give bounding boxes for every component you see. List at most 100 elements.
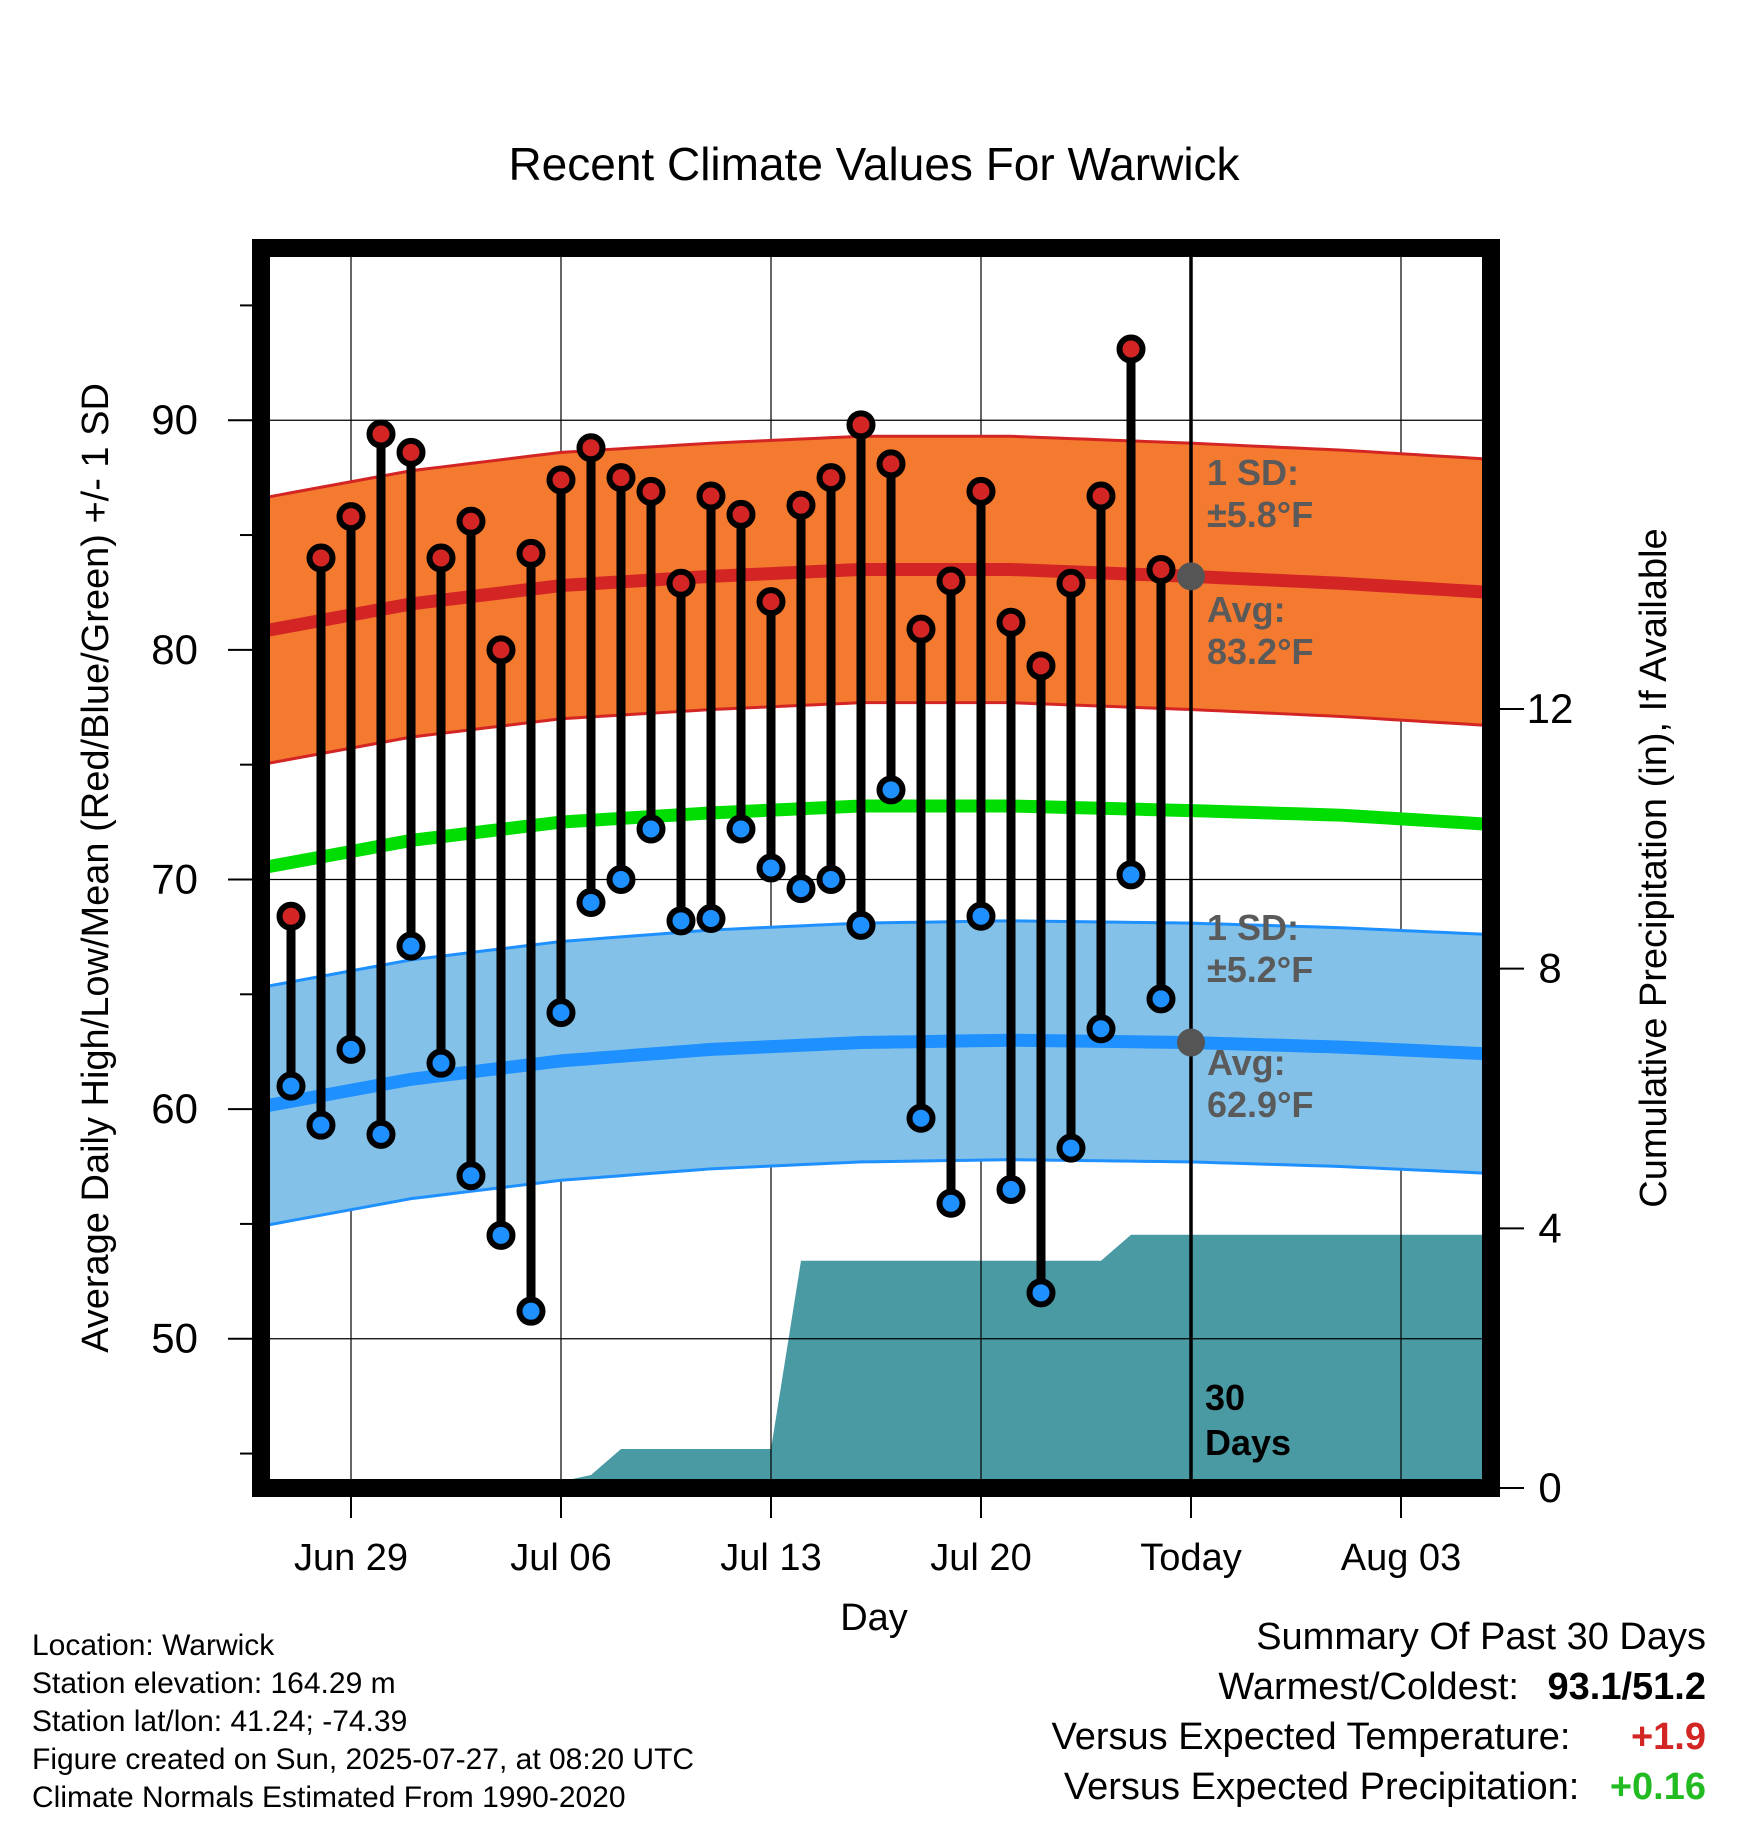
- y2-tick-label: 0: [1538, 1464, 1561, 1511]
- observed-low-point: [366, 1119, 396, 1149]
- y2-tick-label: 12: [1527, 685, 1574, 732]
- observed-low-point: [456, 1161, 486, 1191]
- observed-low-point: [996, 1174, 1026, 1204]
- observed-low-point: [606, 864, 636, 894]
- x-tick-label: Today: [1140, 1537, 1241, 1579]
- temp-value: +1.9: [1630, 1716, 1706, 1758]
- days-label-line2: Days: [1205, 1422, 1291, 1463]
- observed-low-point: [756, 853, 786, 883]
- observed-low-point: [426, 1048, 456, 1078]
- high-sd-band-lower-edge: [260, 701, 1492, 767]
- precip-value: +0.16: [1609, 1766, 1706, 1808]
- observed-high-point: [966, 476, 996, 506]
- observed-high-point: [636, 476, 666, 506]
- low-sd-annotation-line1: 1 SD:: [1207, 907, 1299, 948]
- observed-high-point: [336, 502, 366, 532]
- high-sd-annotation-line2: ±5.8°F: [1207, 494, 1313, 535]
- x-axis-label: Day: [840, 1597, 908, 1639]
- observed-high-point: [1026, 651, 1056, 681]
- observed-low-point: [546, 998, 576, 1028]
- observed-high-point: [276, 901, 306, 931]
- low-avg-annotation-line2: 62.9°F: [1207, 1084, 1313, 1125]
- observation-bars: [276, 334, 1176, 1326]
- observed-high-point: [756, 587, 786, 617]
- observed-low-point: [666, 906, 696, 936]
- precip-label: Versus Expected Precipitation:: [1063, 1766, 1580, 1808]
- observed-high-point: [1146, 554, 1176, 584]
- observed-low-point: [306, 1110, 336, 1140]
- y-tick-label: 50: [151, 1315, 198, 1362]
- observed-high-point: [906, 614, 936, 644]
- high-avg-annotation-line2: 83.2°F: [1207, 631, 1313, 672]
- normals-text: Climate Normals Estimated From 1990-2020: [32, 1781, 626, 1814]
- observed-low-point: [486, 1220, 516, 1250]
- normal-bands: [259, 434, 1492, 1228]
- normal-high-line: [259, 562, 1492, 638]
- summary-title: Summary Of Past 30 Days: [1256, 1616, 1706, 1658]
- observed-low-point: [876, 775, 906, 805]
- low-avg-annotation-line1: Avg:: [1207, 1042, 1286, 1083]
- observed-high-point: [1056, 568, 1086, 598]
- y-tick-label: 80: [151, 626, 198, 673]
- normal-mean-line: [259, 799, 1492, 875]
- y2-tick-label: 8: [1538, 945, 1561, 992]
- summary-warmest-row: Warmest/Coldest: 93.1/51.2: [1051, 1662, 1706, 1712]
- low-sd-band: [261, 920, 1491, 1227]
- observed-low-point: [816, 864, 846, 894]
- low-sd-band-upper-edge: [260, 919, 1492, 989]
- observed-low-point: [1056, 1133, 1086, 1163]
- low-sd-band-lower-edge: [260, 1158, 1492, 1228]
- days-label-line1: 30: [1205, 1377, 1245, 1418]
- observed-low-point: [936, 1188, 966, 1218]
- observed-high-point: [1116, 334, 1146, 364]
- observed-high-point: [396, 437, 426, 467]
- observed-high-point: [576, 433, 606, 463]
- y-axis-label: Average Daily High/Low/Mean (Red/Blue/Gr…: [75, 383, 117, 1353]
- high-sd-band: [261, 436, 1491, 765]
- high-avg-annotation-line1: Avg:: [1207, 589, 1286, 630]
- observed-low-point: [846, 910, 876, 940]
- x-tick-label: Jul 13: [720, 1537, 821, 1579]
- x-tick-label: Aug 03: [1341, 1537, 1461, 1579]
- temp-label: Versus Expected Temperature:: [1051, 1716, 1571, 1758]
- warmest-label: Warmest/Coldest:: [1218, 1666, 1519, 1708]
- observed-low-point: [1026, 1278, 1056, 1308]
- plot-frame: [252, 239, 1500, 1497]
- observed-low-point: [336, 1034, 366, 1064]
- summary-panel: Summary Of Past 30 Days Warmest/Coldest:…: [1051, 1612, 1706, 1812]
- x-tick-label: Jul 06: [510, 1537, 611, 1579]
- observed-high-point: [936, 566, 966, 596]
- summary-temp-row: Versus Expected Temperature: +1.9: [1051, 1712, 1706, 1762]
- observed-high-point: [1086, 481, 1116, 511]
- y-tick-label: 70: [151, 855, 198, 902]
- observed-high-point: [516, 538, 546, 568]
- axes: Jun 29 Jul 06 Jul 13 Jul 20 Today Aug 03 50 60 7…: [151, 304, 1574, 1579]
- latlon-text: Station lat/lon: 41.24; -74.39: [32, 1705, 408, 1738]
- precipitation-area-group: [261, 1234, 1491, 1488]
- low-sd-annotation-line2: ±5.2°F: [1207, 949, 1313, 990]
- observed-low-point: [516, 1296, 546, 1326]
- summary-precip-row: Versus Expected Precipitation: +0.16: [1051, 1762, 1706, 1812]
- observed-high-point: [606, 463, 636, 493]
- observed-low-point: [696, 904, 726, 934]
- x-tick-label: Jun 29: [294, 1537, 408, 1579]
- observed-high-point: [726, 499, 756, 529]
- high-sd-annotation-line1: 1 SD:: [1207, 452, 1299, 493]
- observed-high-point: [426, 543, 456, 573]
- y2-axis-label: Cumulative Precipitation (in), If Availa…: [1633, 528, 1675, 1207]
- observed-high-point: [816, 463, 846, 493]
- observed-high-point: [996, 607, 1026, 637]
- precipitation-area: [261, 1234, 1491, 1488]
- chart-title: Recent Climate Values For Warwick: [508, 138, 1240, 190]
- y-tick-label: 90: [151, 396, 198, 443]
- observed-low-point: [726, 814, 756, 844]
- observed-low-point: [906, 1103, 936, 1133]
- warmest-value: 93.1/51.2: [1547, 1666, 1706, 1708]
- observed-low-point: [786, 874, 816, 904]
- today-low-dot: [1177, 1028, 1205, 1057]
- location-text: Location: Warwick: [32, 1629, 275, 1662]
